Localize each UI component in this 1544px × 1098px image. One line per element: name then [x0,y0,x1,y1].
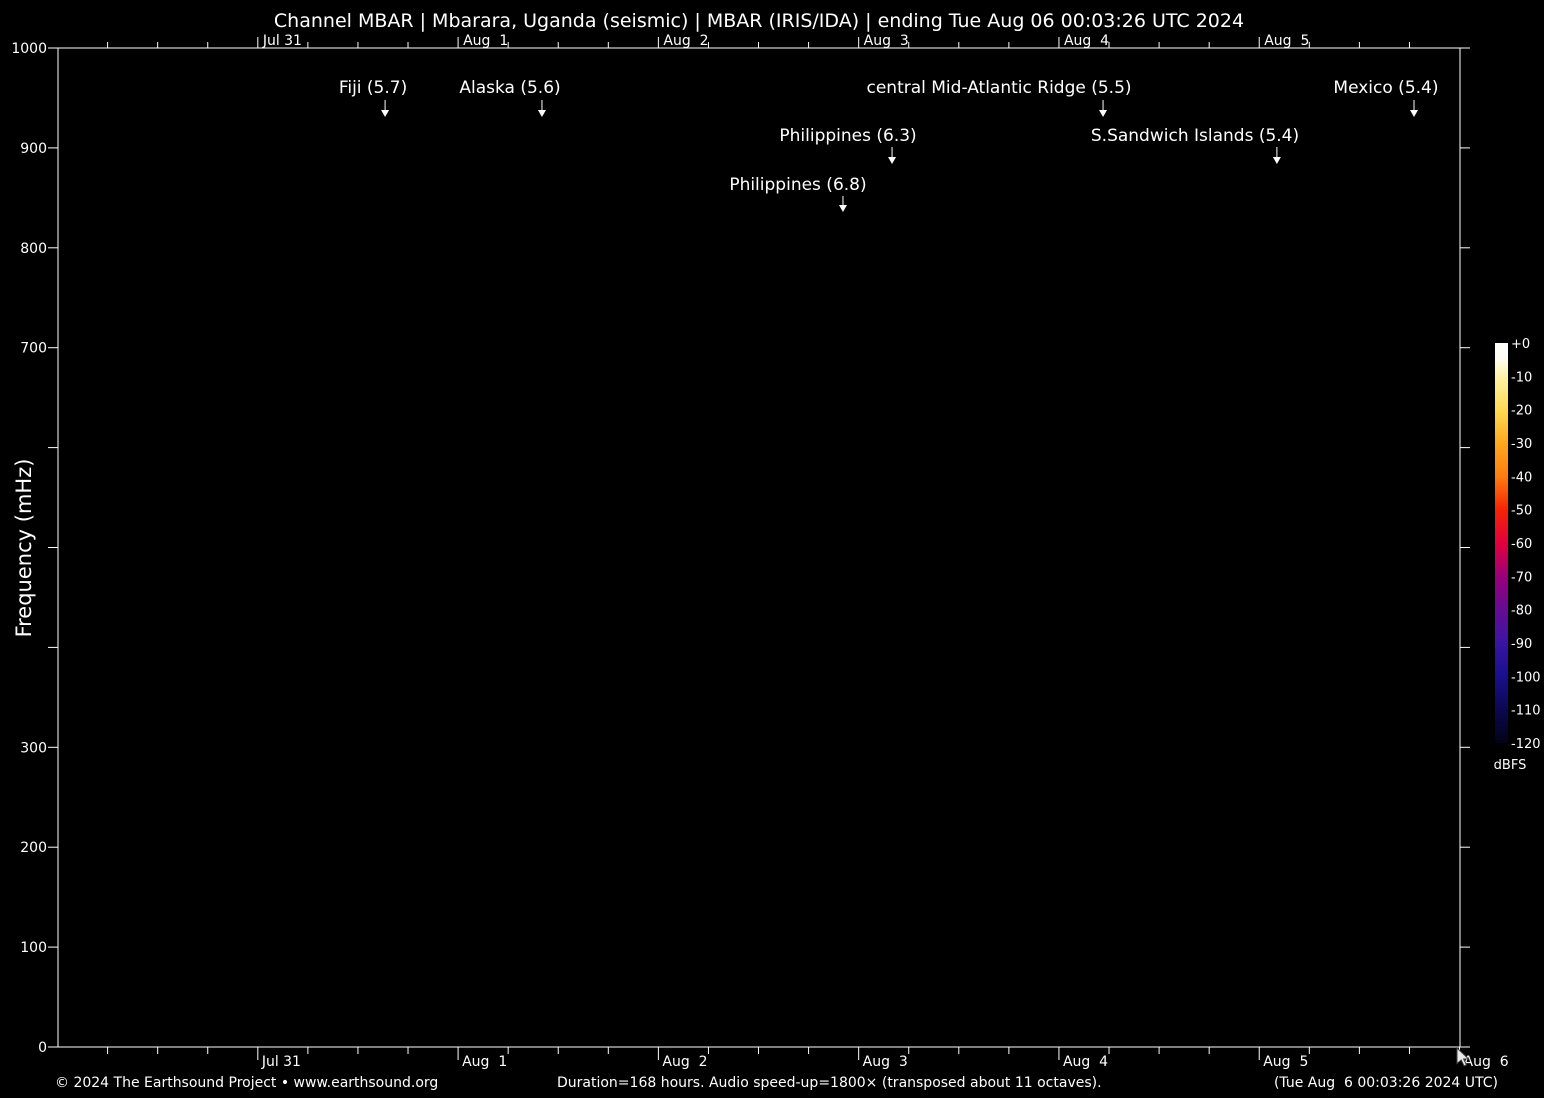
x-tick-label-top: Aug 1 [463,33,508,49]
colorbar-tick-label: -40 [1511,470,1532,485]
earthquake-arrow-head [888,157,897,164]
earthquake-label: S.Sandwich Islands (5.4) [1091,126,1299,146]
mouse-cursor [1456,1046,1470,1067]
earthquake-arrow-head [838,205,847,212]
x-tick-label-bottom: Aug 4 [1063,1054,1108,1070]
y-tick-label: 700 [20,341,47,357]
chart-title: Channel MBAR | Mbarara, Uganda (seismic)… [273,10,1245,32]
x-tick-label-top: Aug 5 [1264,33,1309,49]
colorbar-tick-label: -110 [1511,704,1541,719]
earthquake-annotation: Alaska (5.6) [459,78,561,117]
colorbar-tick-label: -50 [1511,504,1532,519]
end-time-text: (Tue Aug 6 00:03:26 2024 UTC) [1273,1075,1498,1091]
colorbar-tick-label: -30 [1511,437,1532,452]
earthquake-arrow-head [1272,157,1281,164]
y-tick-label: 100 [20,940,47,956]
y-tick-label: 300 [20,740,47,756]
colorbar-tick-label: +0 [1511,337,1530,352]
x-tick-label-top: Jul 31 [262,33,302,49]
earthquake-label: central Mid-Atlantic Ridge (5.5) [866,78,1131,98]
y-tick-label: 200 [20,840,47,856]
colorbar-tick-label: -10 [1511,370,1532,385]
x-tick-label-bottom: Aug 5 [1263,1054,1308,1070]
earthquake-arrow-head [537,110,546,117]
copyright-text: © 2024 The Earthsound Project • www.eart… [55,1075,439,1091]
y-tick-label: 800 [20,241,47,257]
colorbar-tick-label: -90 [1511,637,1532,652]
earthquake-annotation: Mexico (5.4) [1333,78,1439,117]
duration-text: Duration=168 hours. Audio speed-up=1800×… [557,1075,1102,1091]
x-tick-label-top: Aug 3 [864,33,909,49]
earthquake-label: Alaska (5.6) [459,78,560,98]
x-tick-label-bottom: Aug 3 [863,1054,908,1070]
earthquake-annotation: Fiji (5.7) [339,78,407,117]
earthquake-annotation: Philippines (6.8) [729,175,867,212]
earthquake-annotation: S.Sandwich Islands (5.4) [1091,126,1299,164]
earthquake-label: Philippines (6.8) [729,175,866,195]
colorbar-unit-label: dBFS [1494,758,1527,773]
earthquake-label: Fiji (5.7) [339,78,407,98]
colorbar-tick-label: -100 [1511,670,1541,685]
earthquake-label: Philippines (6.3) [779,126,916,146]
y-tick-label: 900 [20,141,47,157]
x-tick-label-top: Aug 4 [1064,33,1109,49]
colorbar-tick-label: -80 [1511,604,1532,619]
colorbar-gradient [1495,343,1508,743]
earthquake-annotation: Philippines (6.3) [779,126,917,164]
colorbar-tick-label: -70 [1511,570,1532,585]
colorbar-tick-label: -60 [1511,537,1532,552]
colorbar-tick-label: -120 [1511,737,1541,752]
y-tick-label: 0 [38,1040,47,1056]
earthquake-annotation: central Mid-Atlantic Ridge (5.5) [866,78,1132,117]
colorbar-tick-label: -20 [1511,404,1532,419]
earthquake-arrow-head [1410,110,1419,117]
y-tick-label: 1000 [11,41,47,57]
x-tick-label-bottom: Jul 31 [261,1054,301,1070]
x-tick-label-bottom: Aug 1 [462,1054,507,1070]
x-tick-label-bottom: Aug 2 [662,1054,707,1070]
earthquake-arrow-head [1099,110,1108,117]
plot-area [57,47,1461,1048]
x-tick-label-bottom: Aug 6 [1464,1054,1509,1070]
earthquake-arrow-head [381,110,390,117]
earthquake-label: Mexico (5.4) [1333,78,1438,98]
x-tick-label-top: Aug 2 [663,33,708,49]
